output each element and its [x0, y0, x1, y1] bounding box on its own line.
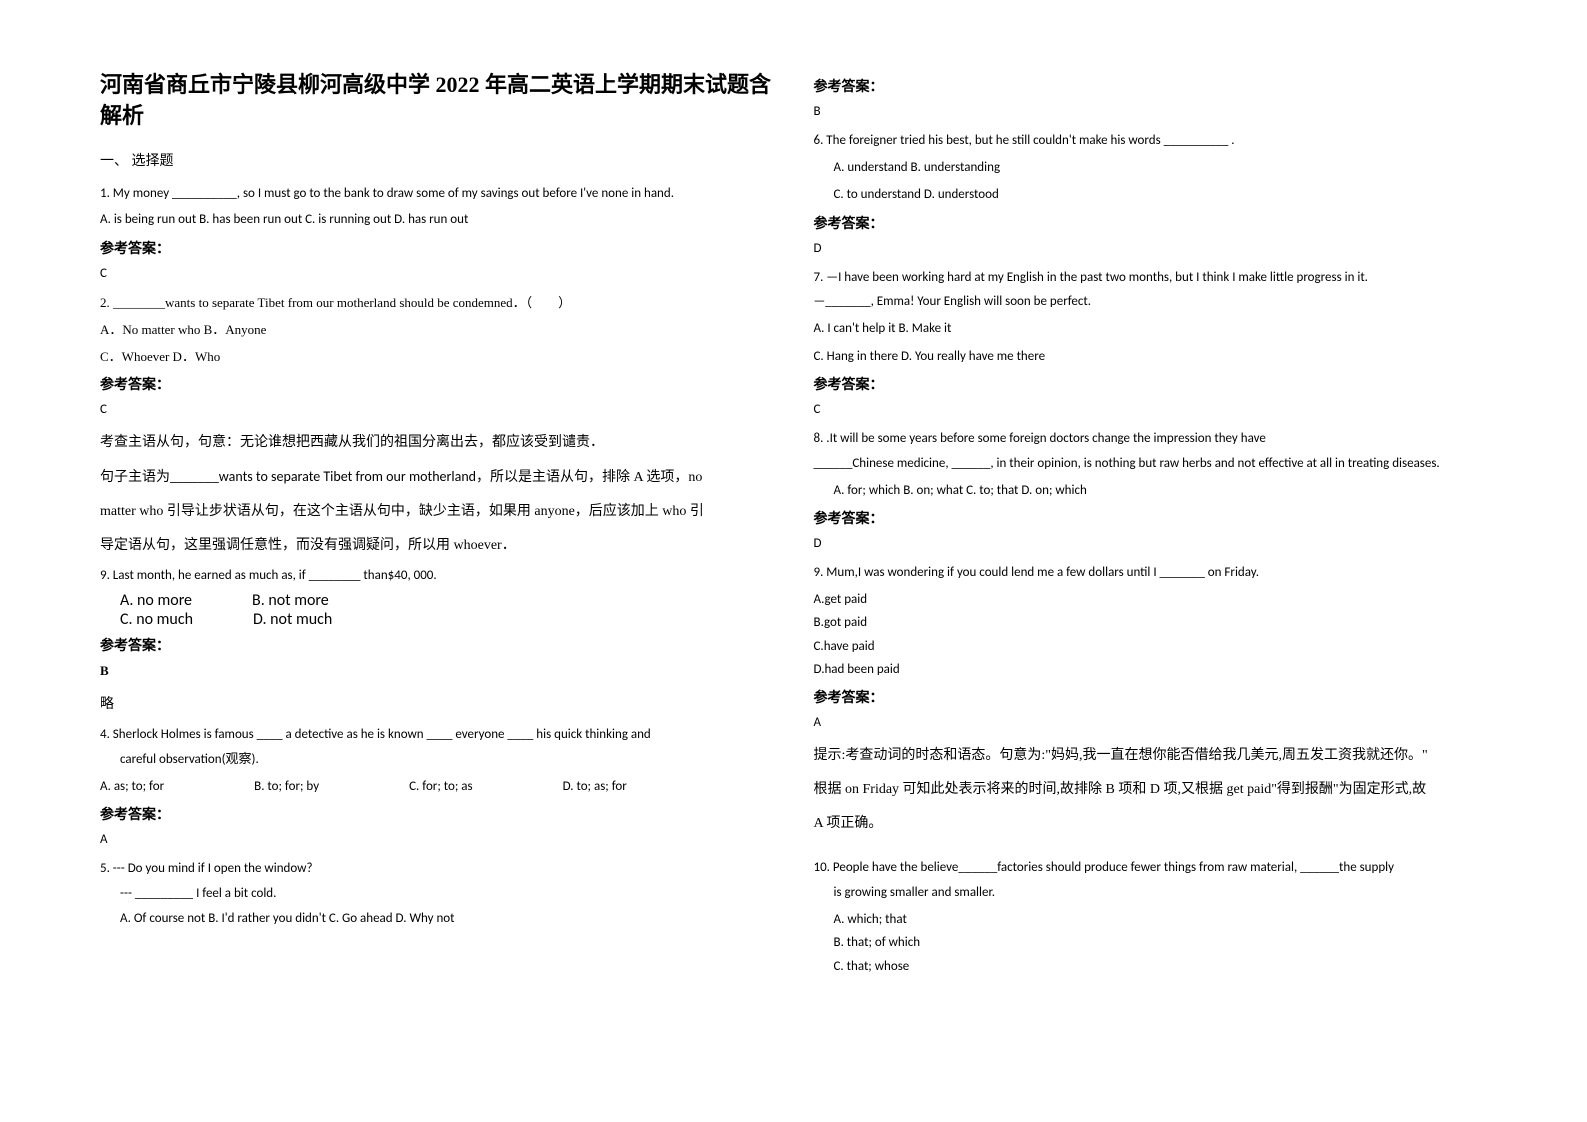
- q9-answer: A: [814, 715, 1488, 730]
- q3-answer-label: 参考答案：: [100, 635, 774, 655]
- q7-optab: A. I can't help it B. Make it: [814, 317, 1488, 340]
- q2-exp2: 句子主语为_______wants to separate Tibet from…: [100, 463, 774, 492]
- q4-options: A. as; to; for B. to; for; by C. for; to…: [100, 775, 774, 798]
- q6-answer: D: [814, 241, 1488, 256]
- q3-row1: A. no more B. not more: [100, 591, 774, 610]
- q2-exp4: 导定语从句，这里强调任意性，而没有强调疑问，所以用 whoever．: [100, 532, 774, 560]
- q2-exp2c: 所以是主语从句，排除 A 选项，no: [490, 470, 702, 485]
- q10-textb: is growing smaller and smaller.: [814, 883, 1488, 904]
- q7-optcd: C. Hang in there D. You really have me t…: [814, 345, 1488, 368]
- q8-textb: ______Chinese medicine, ______, in their…: [814, 454, 1488, 475]
- q2-exp2b: _______wants to separate Tibet from our …: [170, 468, 490, 485]
- q6-text: 6. The foreigner tried his best, but he …: [814, 131, 1488, 152]
- q5-textb: --- _________ I feel a bit cold.: [100, 884, 774, 905]
- q3-optd: D. not much: [253, 610, 332, 629]
- q2-exp2a: 句子主语为: [100, 470, 170, 485]
- left-column: 河南省商丘市宁陵县柳河高级中学 2022 年高二英语上学期期末试题含解析 一、 …: [80, 70, 794, 1052]
- q4-optb: B. to; for; by: [254, 775, 319, 798]
- q4-opta: A. as; to; for: [100, 775, 164, 798]
- q8-answer: D: [814, 536, 1488, 551]
- right-column: 参考答案： B 6. The foreigner tried his best,…: [794, 70, 1508, 1052]
- q5-answer: B: [814, 104, 1488, 119]
- q9-optb: B.got paid: [814, 611, 1488, 634]
- q2-answer: C: [100, 402, 774, 417]
- q6-answer-label: 参考答案：: [814, 213, 1488, 233]
- q2-opt-cd: C．Whoever D．Who: [100, 345, 774, 368]
- q1-text: 1. My money __________, so I must go to …: [100, 184, 774, 205]
- q2-exp3: matter who 引导让步状语从句，在这个主语从句中，缺少主语，如果用 an…: [100, 498, 774, 526]
- q10-optc: C. that; whose: [814, 955, 1488, 978]
- q8-texta: 8. .It will be some years before some fo…: [814, 429, 1488, 450]
- q3-text: 9. Last month, he earned as much as, if …: [100, 566, 774, 587]
- q3-opta: A. no more: [120, 591, 192, 610]
- q1-answer: C: [100, 266, 774, 281]
- q9-optd: D.had been paid: [814, 658, 1488, 681]
- q9-opta: A.get paid: [814, 588, 1488, 611]
- section-heading: 一、 选择题: [100, 150, 774, 170]
- q9-exp2: 根据 on Friday 可知此处表示将来的时间,故排除 B 项和 D 项,又根…: [814, 776, 1488, 804]
- q8-answer-label: 参考答案：: [814, 508, 1488, 528]
- q3-lue: 略: [100, 691, 774, 719]
- q10-opta: A. which; that: [814, 908, 1488, 931]
- q6-optab: A. understand B. understanding: [814, 156, 1488, 179]
- q6-optcd: C. to understand D. understood: [814, 183, 1488, 206]
- q5-answer-label: 参考答案：: [814, 76, 1488, 96]
- q2-answer-label: 参考答案：: [100, 374, 774, 394]
- q10-texta: 10. People have the believe______factori…: [814, 858, 1488, 879]
- q4-optc: C. for; to; as: [409, 775, 472, 798]
- q5-texta: 5. --- Do you mind if I open the window?: [100, 859, 774, 880]
- q4-answer: A: [100, 832, 774, 847]
- q4-answer-label: 参考答案：: [100, 804, 774, 824]
- q4-optd: D. to; as; for: [563, 775, 627, 798]
- q7-answer-label: 参考答案：: [814, 374, 1488, 394]
- q3-optb: B. not more: [252, 591, 329, 610]
- q3-row2: C. no much D. not much: [100, 610, 774, 629]
- document-title: 河南省商丘市宁陵县柳河高级中学 2022 年高二英语上学期期末试题含解析: [100, 70, 774, 132]
- q10-optb: B. that; of which: [814, 931, 1488, 954]
- q7-textb: —_______, Emma! Your English will soon b…: [814, 292, 1488, 313]
- q2-text: 2. ________wants to separate Tibet from …: [100, 293, 774, 314]
- q7-answer: C: [814, 402, 1488, 417]
- q8-options: A. for; which B. on; what C. to; that D.…: [814, 479, 1488, 502]
- q3-optc: C. no much: [120, 610, 193, 629]
- q4-texta: 4. Sherlock Holmes is famous ____ a dete…: [100, 725, 774, 746]
- q2-exp1: 考查主语从句，句意：无论谁想把西藏从我们的祖国分离出去，都应该受到谴责．: [100, 429, 774, 457]
- q9-text: 9. Mum,I was wondering if you could lend…: [814, 563, 1488, 584]
- q3-answer: B: [100, 663, 774, 679]
- q5-options: A. Of course not B. I'd rather you didn'…: [100, 907, 774, 930]
- q9-optc: C.have paid: [814, 635, 1488, 658]
- q9-exp3: A 项正确。: [814, 810, 1488, 838]
- q2-opt-ab: A．No matter who B．Anyone: [100, 318, 774, 341]
- q1-answer-label: 参考答案：: [100, 238, 774, 258]
- q7-texta: 7. —I have been working hard at my Engli…: [814, 268, 1488, 289]
- q4-textb: careful observation(观察).: [100, 750, 774, 771]
- q1-options: A. is being run out B. has been run out …: [100, 208, 774, 231]
- q9-exp1: 提示:考查动词的时态和语态。句意为:"妈妈,我一直在想你能否借给我几美元,周五发…: [814, 742, 1488, 770]
- q9-answer-label: 参考答案：: [814, 687, 1488, 707]
